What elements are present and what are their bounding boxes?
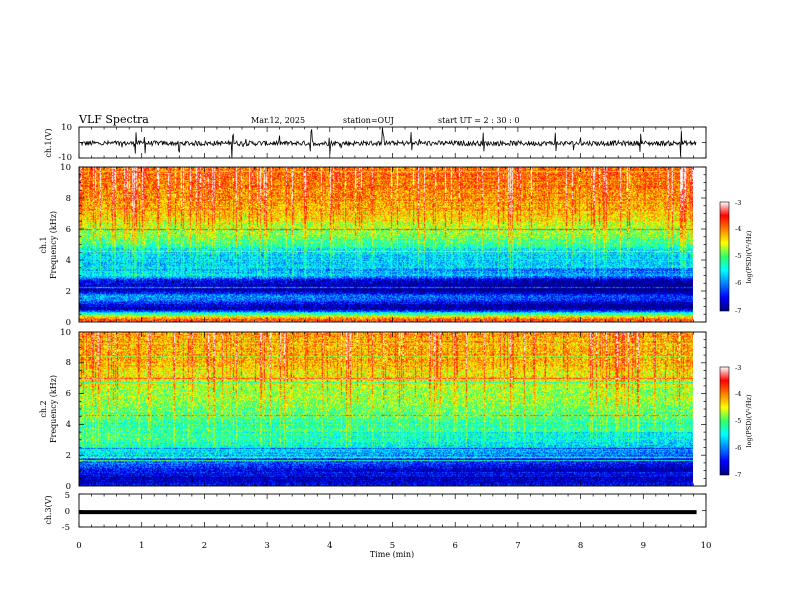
- xtick-8: 8: [578, 541, 583, 551]
- xtick-0: 0: [76, 541, 81, 551]
- axis-tick-marks: [78, 126, 707, 528]
- start-time-label: start UT = 2 : 30 : 0: [438, 116, 519, 125]
- ch2-frequency-ticks: 0 2 4 6 8 10: [60, 328, 71, 492]
- ch3-waveform-panel: 5 0 -5 ch.3(V) 0 1 2 3 4 5 6 7 8 9 10 Ti…: [44, 491, 711, 559]
- ch1-spectrogram-channel-label: ch.1: [39, 236, 48, 253]
- ch1-ytick-10: 10: [60, 163, 71, 173]
- ch2-spectrogram-channel-label: ch.2: [39, 400, 48, 417]
- ch1-ytick-6: 6: [66, 225, 71, 235]
- ch3-ytick-m5: -5: [62, 523, 70, 533]
- xtick-5: 5: [390, 541, 395, 551]
- ch1-ytick-bottom: -10: [58, 153, 72, 163]
- date-label: Mar.12, 2025: [251, 116, 305, 125]
- xtick-3: 3: [264, 541, 269, 551]
- ch1-ytick-2: 2: [66, 287, 71, 297]
- ch1-waveform-ylabel: ch.1(V): [44, 128, 53, 157]
- ch1-ytick-4: 4: [66, 256, 71, 266]
- xtick-10: 10: [701, 541, 712, 551]
- ch2-spectrogram-panel: 0 2 4 6 8 10 ch.2 Frequency (kHz): [39, 328, 707, 492]
- ch1-cbar-tick-m7: -7: [735, 307, 741, 315]
- time-axis-tick-labels: 0 1 2 3 4 5 6 7 8 9 10: [76, 541, 711, 551]
- ch2-cbar-tick-m4: -4: [735, 390, 741, 398]
- ch1-cbar-tick-m6: -6: [735, 279, 741, 287]
- ch2-ytick-0: 0: [66, 482, 71, 492]
- ch1-cbar-tick-m3: -3: [735, 199, 741, 207]
- ch1-cbar-tick-m5: -5: [735, 252, 741, 260]
- ch3-ytick-0: 0: [65, 507, 70, 517]
- ch1-waveform-panel: 10 -10 ch.1(V): [44, 123, 707, 163]
- ch2-ytick-10: 10: [60, 328, 71, 338]
- ch3-waveform-ylabel: ch.3(V): [44, 495, 53, 524]
- ch1-frequency-axis-label: Frequency (kHz): [49, 211, 58, 279]
- xtick-9: 9: [641, 541, 646, 551]
- ch2-colorbar-label: log(PSD)(V²/Hz): [745, 394, 753, 447]
- ch1-spectrogram-image: [79, 167, 693, 322]
- ch2-colorbar-scale: [719, 366, 730, 476]
- ch1-cbar-tick-m4: -4: [735, 225, 741, 233]
- ch2-cbar-tick-m6: -6: [735, 444, 741, 452]
- ch2-cbar-tick-m3: -3: [735, 364, 741, 372]
- xtick-4: 4: [327, 541, 332, 551]
- ch1-frequency-ticks: 0 2 4 6 8 10: [60, 163, 71, 328]
- xtick-7: 7: [515, 541, 520, 551]
- time-axis-label: Time (min): [370, 550, 414, 559]
- ch2-spectrogram-image: [79, 332, 693, 486]
- xtick-2: 2: [202, 541, 207, 551]
- ch2-frequency-axis-label: Frequency (kHz): [49, 375, 58, 443]
- ch1-ytick-8: 8: [66, 194, 71, 204]
- station-label: station=OUJ: [343, 116, 394, 125]
- ch1-spectrogram-panel: 0 2 4 6 8 10 ch.1 Frequency (kHz): [39, 163, 707, 328]
- ch1-colorbar: -3 -4 -5 -6 -7 log(PSD)(V²/Hz): [719, 199, 753, 315]
- xtick-1: 1: [139, 541, 144, 551]
- ch1-colorbar-scale: [719, 201, 730, 312]
- figure-title: VLF Spectra: [78, 113, 149, 126]
- ch3-ytick-5: 5: [65, 491, 70, 501]
- ch2-ytick-6: 6: [66, 389, 71, 399]
- ch2-ytick-2: 2: [66, 451, 71, 461]
- ch2-cbar-tick-m5: -5: [735, 417, 741, 425]
- ch1-waveform-trace: [79, 127, 697, 159]
- ch1-ytick-0: 0: [66, 318, 71, 328]
- ch1-colorbar-label: log(PSD)(V²/Hz): [745, 230, 753, 283]
- xtick-6: 6: [452, 541, 457, 551]
- ch1-ytick-top: 10: [61, 123, 72, 133]
- ch2-colorbar: -3 -4 -5 -6 -7 log(PSD)(V²/Hz): [719, 364, 753, 479]
- ch2-ytick-8: 8: [66, 358, 71, 368]
- ch2-cbar-tick-m7: -7: [735, 471, 741, 479]
- ch2-ytick-4: 4: [66, 420, 71, 430]
